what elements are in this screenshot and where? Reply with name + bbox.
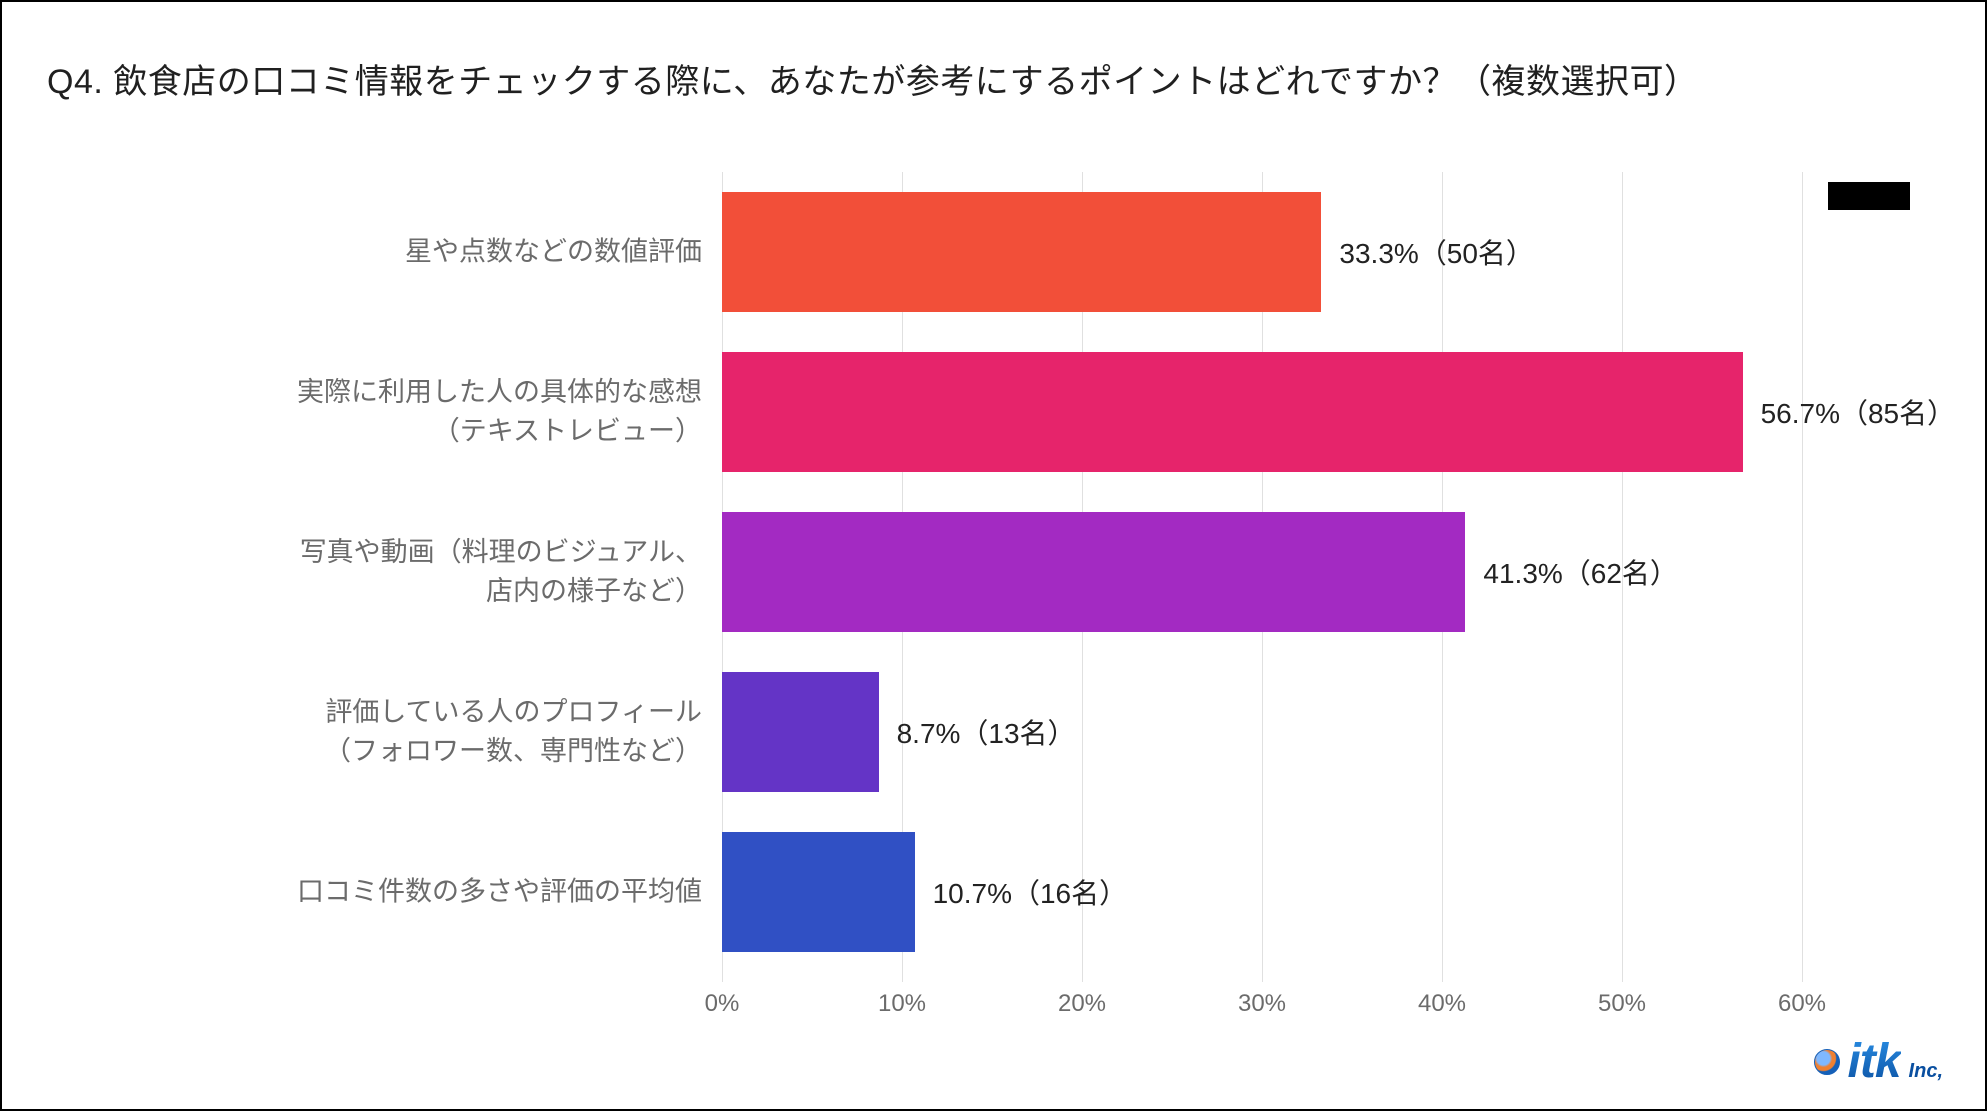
x-tick-label: 40% <box>1418 990 1466 1018</box>
x-tick-label: 60% <box>1778 990 1826 1018</box>
bar <box>722 192 1321 312</box>
value-label: 41.3%（62名） <box>1483 552 1678 592</box>
x-tick-label: 0% <box>705 990 740 1018</box>
chart-row: 星や点数などの数値評価 33.3%（50名） <box>2 172 1985 332</box>
category-label: 口コミ件数の多さや評価の平均値 <box>2 872 702 911</box>
bar-chart: 0%10%20%30%40%50%60%星や点数などの数値評価33.3%（50名… <box>2 172 1985 992</box>
value-label: 10.7%（16名） <box>933 872 1128 912</box>
category-label: 写真や動画（料理のビジュアル、 店内の様子など） <box>2 533 702 611</box>
bar <box>722 512 1465 632</box>
x-tick-label: 50% <box>1598 990 1646 1018</box>
x-tick-label: 30% <box>1238 990 1286 1018</box>
bar <box>722 672 879 792</box>
logo-text: itk <box>1848 1034 1901 1089</box>
bar <box>722 832 915 952</box>
category-label: 実際に利用した人の具体的な感想 （テキストレビュー） <box>2 373 702 451</box>
x-tick-label: 10% <box>878 990 926 1018</box>
chart-row: 評価している人のプロフィール （フォロワー数、専門性など） 8.7%（13名） <box>2 652 1985 812</box>
globe-icon <box>1814 1049 1840 1075</box>
chart-title: Q4. 飲食店の口コミ情報をチェックする際に、あなたが参考にするポイントはどれで… <box>47 54 1699 103</box>
brand-logo: itk Inc, <box>1814 1034 1943 1089</box>
chart-frame: Q4. 飲食店の口コミ情報をチェックする際に、あなたが参考にするポイントはどれで… <box>0 0 1987 1111</box>
x-tick-label: 20% <box>1058 990 1106 1018</box>
category-label: 星や点数などの数値評価 <box>2 232 702 271</box>
chart-row: 実際に利用した人の具体的な感想 （テキストレビュー） 56.7%（85名） <box>2 332 1985 492</box>
chart-row: 口コミ件数の多さや評価の平均値 10.7%（16名） <box>2 812 1985 972</box>
bar <box>722 352 1743 472</box>
value-label: 8.7%（13名） <box>897 712 1076 752</box>
value-label: 56.7%（85名） <box>1761 392 1956 432</box>
chart-row: 写真や動画（料理のビジュアル、 店内の様子など） 41.3%（62名） <box>2 492 1985 652</box>
value-label: 33.3%（50名） <box>1339 232 1534 272</box>
logo-suffix: Inc, <box>1909 1060 1943 1083</box>
category-label: 評価している人のプロフィール （フォロワー数、専門性など） <box>2 693 702 771</box>
